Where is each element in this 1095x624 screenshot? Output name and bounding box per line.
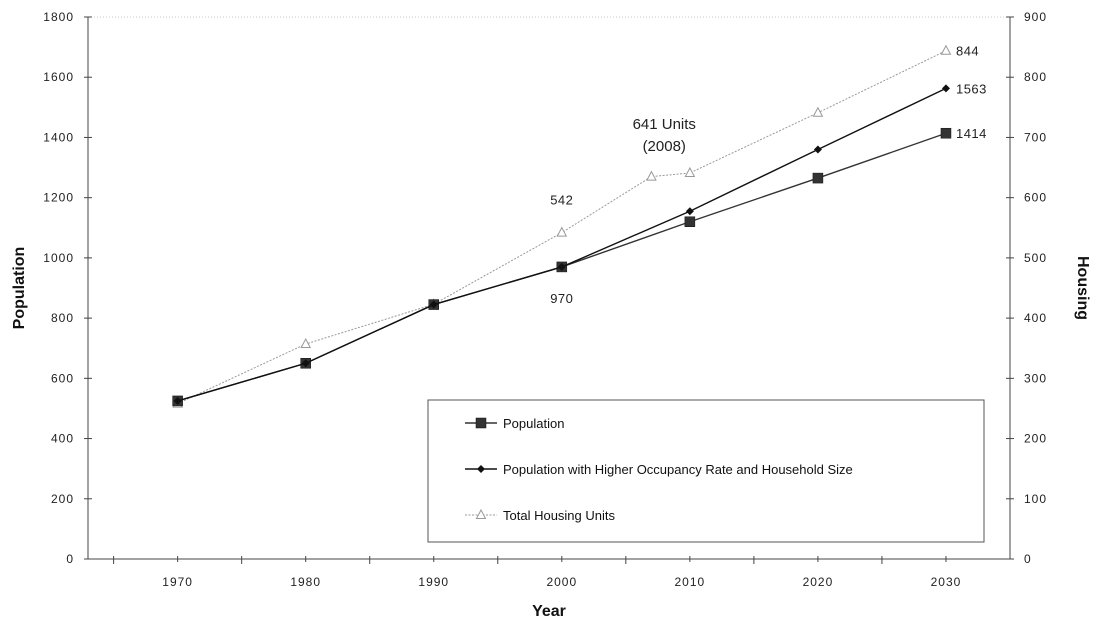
plot-frame [87, 16, 1011, 560]
series-layer [172, 44, 952, 408]
data-point [429, 300, 438, 309]
data-point [685, 207, 694, 216]
right-y-tick-label: 600 [1024, 191, 1047, 205]
data-point [556, 226, 568, 237]
data-point [812, 106, 824, 117]
data-point [301, 359, 310, 368]
left-y-tick-label: 1600 [43, 70, 74, 84]
data-label: 844 [956, 44, 979, 59]
x-tick-label: 1990 [418, 575, 449, 589]
series-line [177, 87, 947, 402]
data-label: (2008) [643, 138, 686, 155]
right-y-tick-label: 400 [1024, 311, 1047, 325]
data-point [812, 172, 824, 184]
data-point [940, 127, 952, 139]
right-y-tick-label: 200 [1024, 432, 1047, 446]
left-y-axis: 0 200 400 600 800 1000 1200 1400 1600 1800 [43, 10, 92, 566]
data-point [684, 166, 696, 177]
left-y-tick-label: 1000 [43, 251, 74, 265]
x-tick-label: 1970 [162, 575, 193, 589]
right-y-tick-label: 800 [1024, 70, 1047, 84]
legend-label: Total Housing Units [503, 508, 615, 523]
right-y-tick-label: 900 [1024, 10, 1047, 24]
left-y-tick-label: 200 [51, 492, 74, 506]
series-2 [172, 44, 952, 408]
x-tick-label: 2030 [931, 575, 962, 589]
data-label: 542 [550, 193, 573, 208]
series-line [177, 50, 947, 405]
data-point [941, 84, 950, 93]
left-y-tick-label: 0 [66, 552, 74, 566]
legend-label: Population with Higher Occupancy Rate an… [503, 462, 853, 477]
data-label: 641 Units [633, 116, 696, 133]
left-y-tick-label: 600 [51, 371, 74, 385]
right-y-tick-label: 100 [1024, 492, 1047, 506]
right-y-tick-label: 500 [1024, 251, 1047, 265]
right-y-tick-label: 300 [1024, 371, 1047, 385]
data-point [300, 337, 312, 349]
legend-swatch-marker [477, 465, 485, 473]
x-axis: 1970 1980 1990 2000 2010 2020 2030 [113, 556, 962, 589]
left-y-tick-label: 1800 [43, 10, 74, 24]
left-y-tick-label: 400 [51, 432, 74, 446]
data-point [173, 396, 182, 405]
data-label: 1563 [956, 81, 987, 96]
right-y-tick-label: 700 [1024, 130, 1047, 144]
series-1 [173, 84, 950, 405]
legend-box [427, 399, 985, 543]
data-point [684, 216, 696, 228]
legend-label: Population [503, 416, 564, 431]
legend-swatch-marker [475, 508, 487, 519]
x-tick-label: 2010 [675, 575, 706, 589]
x-tick-label: 1980 [290, 575, 321, 589]
left-y-tick-label: 1400 [43, 130, 74, 144]
y-axis-title-right: Housing [1074, 256, 1091, 320]
x-axis-title: Year [532, 603, 566, 620]
data-point [646, 170, 657, 181]
x-tick-label: 2020 [803, 575, 834, 589]
x-tick-label: 2000 [546, 575, 577, 589]
left-y-tick-label: 800 [51, 311, 74, 325]
data-point [940, 44, 952, 55]
data-label: 970 [550, 291, 573, 306]
data-label: 1414 [956, 126, 987, 141]
right-y-tick-label: 0 [1024, 552, 1032, 566]
data-point [557, 262, 566, 271]
left-y-tick-label: 1200 [43, 191, 74, 205]
data-point [813, 145, 822, 154]
y-axis-title-left: Population [11, 247, 28, 330]
legend: Population Population with Higher Occupan… [427, 399, 985, 543]
legend-swatch-marker [475, 417, 487, 429]
right-y-axis: 0 100 200 300 400 500 600 700 800 900 [1006, 10, 1047, 566]
annotations: 542 970 641 Units (2008) 844 1563 1414 [550, 44, 987, 306]
